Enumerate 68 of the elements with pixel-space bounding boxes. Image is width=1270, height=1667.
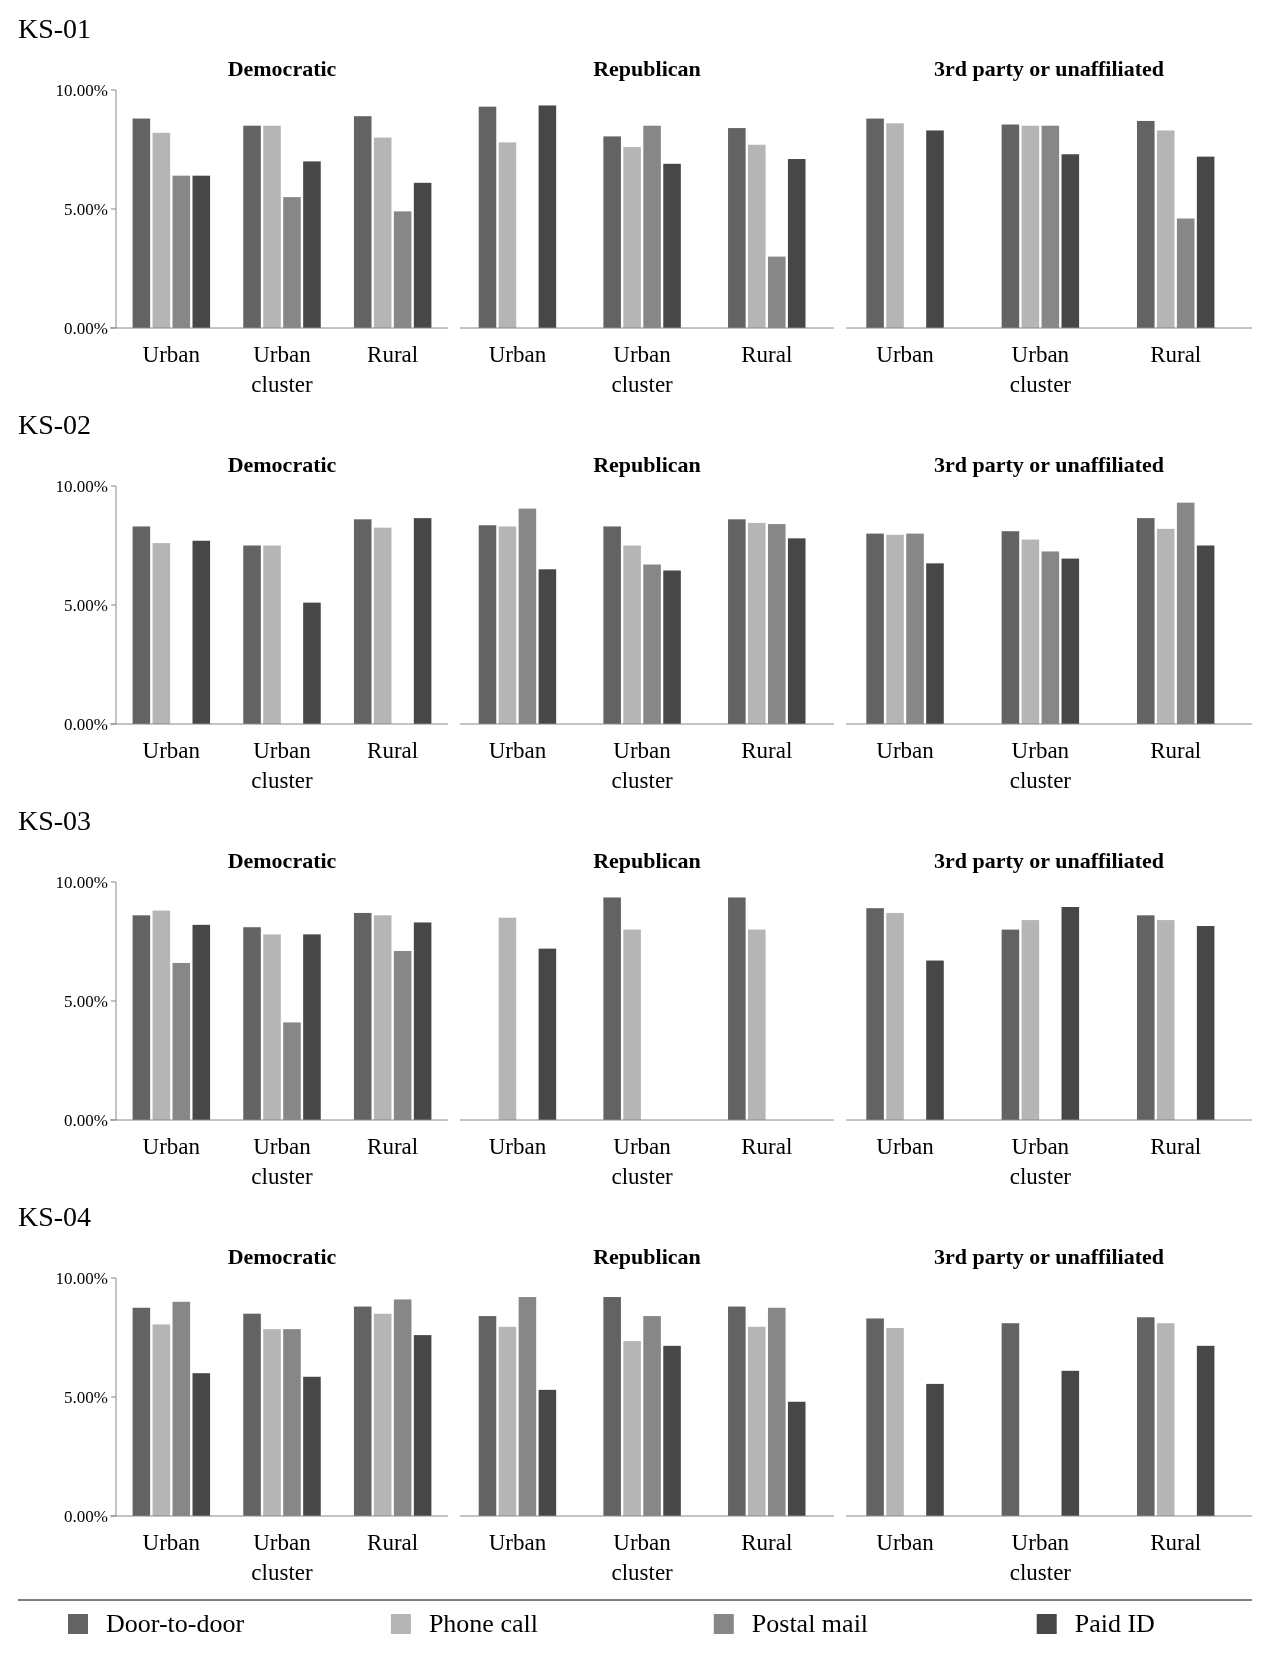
x-tick-label: Rural (741, 342, 793, 367)
x-tick-label: Urban cluster (1009, 1530, 1072, 1585)
text: 3rd party or unaffiliated (934, 56, 1164, 81)
chart-title: KS-04 (18, 1201, 92, 1232)
x-tick-label: Urban cluster (251, 738, 313, 793)
x-tick-label: Urban (142, 1134, 201, 1159)
x-tick-label: Urban cluster (611, 342, 674, 397)
chart-title: KS-01 (18, 13, 92, 44)
text: Democratic (227, 452, 337, 477)
x-tick-label: Rural (741, 1134, 793, 1159)
text: Democratic (227, 848, 337, 873)
text: Republican (593, 1244, 701, 1269)
x-tick-label: Rural (741, 738, 793, 763)
text: Democratic (227, 56, 337, 81)
x-tick-label: Urban cluster (251, 1134, 313, 1189)
x-tick-label: Urban cluster (1009, 1134, 1072, 1189)
text: Republican (593, 848, 701, 873)
chart-title: KS-02 (18, 409, 92, 440)
text: Democratic (227, 1244, 337, 1269)
x-tick-label: Rural (367, 1530, 419, 1555)
legend-label: Door-to-door (106, 1609, 245, 1638)
x-tick-label: Urban cluster (251, 1530, 313, 1585)
x-tick-label: Rural (367, 738, 419, 763)
y-tick-label: 5.00% (64, 1387, 108, 1407)
chart-title: KS-03 (18, 805, 92, 836)
y-tick-label: 10.00% (55, 476, 108, 496)
x-tick-label: Rural (1150, 1134, 1202, 1159)
text: 3rd party or unaffiliated (934, 848, 1164, 873)
x-tick-label: Urban (142, 738, 201, 763)
x-tick-label: Rural (741, 1530, 793, 1555)
legend-label: Phone call (428, 1609, 538, 1638)
y-tick-label: 0.00% (64, 1506, 108, 1526)
y-tick-label: 10.00% (55, 80, 108, 100)
x-tick-label: Urban (142, 342, 201, 367)
x-tick-label: Urban (876, 342, 935, 367)
y-tick-label: 0.00% (64, 318, 108, 338)
x-tick-label: Urban (488, 1530, 547, 1555)
y-tick-label: 0.00% (64, 714, 108, 734)
x-tick-label: Rural (1150, 1530, 1202, 1555)
y-tick-label: 10.00% (55, 1268, 108, 1288)
x-tick-label: Urban cluster (611, 1134, 674, 1189)
x-tick-label: Rural (367, 342, 419, 367)
y-tick-label: 10.00% (55, 872, 108, 892)
text: 3rd party or unaffiliated (934, 452, 1164, 477)
x-tick-label: Urban (142, 1530, 201, 1555)
x-tick-label: Urban cluster (611, 1530, 674, 1585)
text: Republican (593, 452, 701, 477)
x-tick-label: Urban (876, 1134, 935, 1159)
x-tick-label: Urban (488, 1134, 547, 1159)
y-tick-label: 5.00% (64, 595, 108, 615)
x-tick-label: Urban cluster (1009, 738, 1072, 793)
x-tick-label: Urban cluster (1009, 342, 1072, 397)
legend-label: Paid ID (1074, 1609, 1155, 1638)
x-tick-label: Urban (488, 738, 547, 763)
x-tick-label: Urban cluster (611, 738, 674, 793)
x-tick-label: Rural (367, 1134, 419, 1159)
x-tick-label: Rural (1150, 342, 1202, 367)
text: 3rd party or unaffiliated (934, 1244, 1164, 1269)
x-tick-label: Urban (876, 1530, 935, 1555)
x-tick-label: Urban (488, 342, 547, 367)
legend-label: Postal mail (751, 1609, 869, 1638)
y-tick-label: 0.00% (64, 1110, 108, 1130)
x-tick-label: Urban (876, 738, 935, 763)
x-tick-label: Rural (1150, 738, 1202, 763)
y-tick-label: 5.00% (64, 991, 108, 1011)
text: Republican (593, 56, 701, 81)
y-tick-label: 5.00% (64, 199, 108, 219)
x-tick-label: Urban cluster (251, 342, 313, 397)
